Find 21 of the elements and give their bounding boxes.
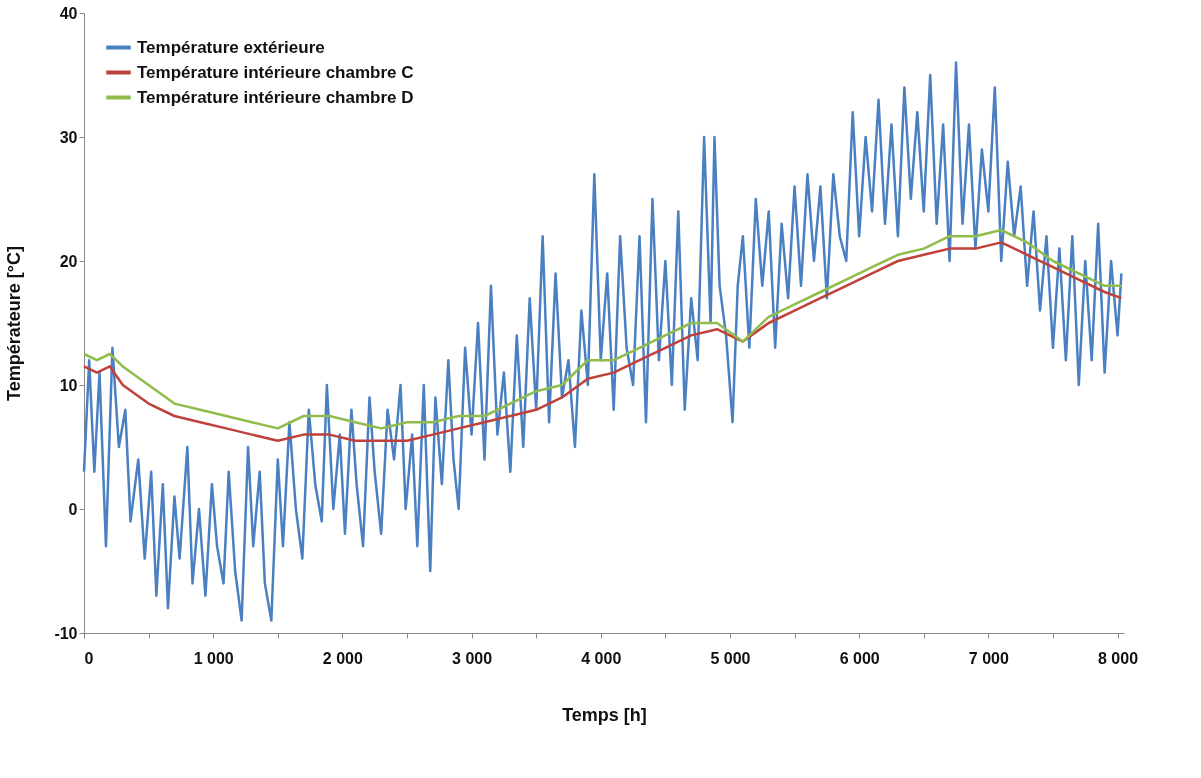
x-tick-label: 8 000 bbox=[1098, 649, 1139, 667]
x-tick-label: 2 000 bbox=[322, 649, 363, 667]
y-tick-label: 20 bbox=[59, 252, 78, 270]
x-tick-label: 7 000 bbox=[968, 649, 1009, 667]
x-tick-label: 5 000 bbox=[710, 649, 751, 667]
x-tick-label: 4 000 bbox=[581, 649, 622, 667]
line-series bbox=[82, 61, 1123, 622]
x-tick-label: 1 000 bbox=[193, 649, 234, 667]
y-tick-label: 0 bbox=[68, 500, 78, 518]
y-tick-label: -10 bbox=[54, 624, 78, 642]
x-tick-label: 3 000 bbox=[452, 649, 493, 667]
x-axis-title: Temps [h] bbox=[562, 704, 647, 725]
legend-label: Température intérieure chambre D bbox=[137, 87, 414, 107]
legend-label: Température extérieure bbox=[137, 37, 325, 57]
x-tick-label: 0 bbox=[84, 649, 94, 667]
y-tick-label: 10 bbox=[59, 376, 78, 394]
legend-label: Température intérieure chambre C bbox=[137, 62, 414, 82]
x-tick-label: 6 000 bbox=[839, 649, 880, 667]
y-tick-label: 40 bbox=[59, 4, 78, 22]
y-tick-label: 30 bbox=[59, 128, 78, 146]
y-axis-title: Températeure [°C] bbox=[4, 246, 25, 401]
